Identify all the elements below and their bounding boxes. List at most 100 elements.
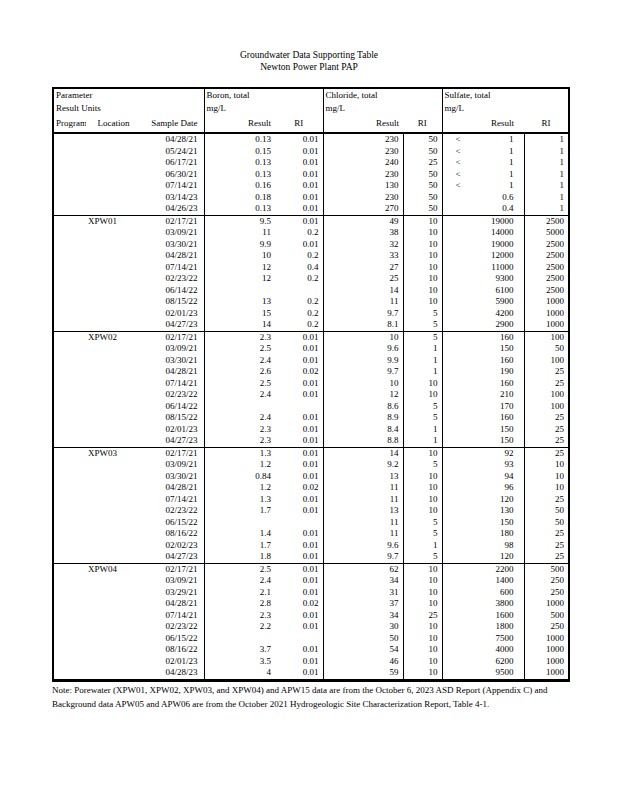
cell-boron-ri: 0.4	[275, 262, 323, 274]
table-row: 07/14/21120.42710110002500	[53, 262, 569, 274]
cell-location	[86, 262, 141, 274]
cell-sample-date: 02/23/22	[141, 621, 204, 633]
cell-chloride-ri: 10	[403, 215, 442, 227]
cell-boron-result: 0.16	[204, 180, 275, 192]
cell-program-id	[53, 401, 86, 413]
cell-boron-result: 0.15	[204, 146, 275, 158]
cell-program-id	[53, 157, 86, 169]
cell-boron-ri: 0.01	[275, 551, 323, 563]
cell-sulfate-result: 11000	[442, 262, 524, 274]
cell-sulfate-result: <1	[442, 169, 524, 181]
cell-location	[86, 366, 141, 378]
cell-sulfate-ri: 100	[524, 331, 569, 343]
cell-chloride-ri: 5	[403, 401, 442, 413]
cell-chloride-result: 27	[323, 262, 403, 274]
cell-program-id	[53, 389, 86, 401]
cell-sulfate-result: 0.6	[442, 192, 524, 204]
cell-chloride-ri: 10	[403, 389, 442, 401]
cell-location	[86, 621, 141, 633]
cell-boron-result: 14	[204, 319, 275, 331]
cell-sulfate-value: 150	[500, 424, 524, 436]
cell-sulfate-result: 160	[442, 412, 524, 424]
cell-sulfate-result: 9500	[442, 667, 524, 680]
cell-location	[86, 319, 141, 331]
header-chloride-units: mg/L	[323, 102, 442, 114]
cell-sulfate-value: 19000	[491, 239, 524, 251]
cell-boron-ri: 0.01	[275, 180, 323, 192]
cell-sulfate-ri: 1	[524, 203, 569, 215]
cell-boron-result: 12	[204, 262, 275, 274]
cell-chloride-ri: 10	[403, 285, 442, 297]
cell-location	[86, 482, 141, 494]
cell-boron-ri: 0.01	[275, 203, 323, 215]
cell-sulfate-result: 120	[442, 551, 524, 563]
cell-sulfate-result: 9300	[442, 273, 524, 285]
cell-sulfate-result: <1	[442, 180, 524, 192]
cell-program-id	[53, 667, 86, 680]
cell-boron-result	[204, 633, 275, 645]
cell-chloride-result: 37	[323, 598, 403, 610]
cell-boron-result: 3.7	[204, 644, 275, 656]
cell-program-id	[53, 540, 86, 552]
cell-boron-result: 1.7	[204, 505, 275, 517]
cell-sulfate-value: 150	[500, 435, 524, 447]
cell-boron-result: 2.5	[204, 378, 275, 390]
cell-sulfate-result: 5900	[442, 296, 524, 308]
cell-boron-result: 2.3	[204, 424, 275, 436]
cell-boron-ri: 0.01	[275, 424, 323, 436]
cell-sample-date: 08/15/22	[141, 296, 204, 308]
cell-boron-ri: 0.01	[275, 610, 323, 622]
cell-chloride-result: 130	[323, 180, 403, 192]
cell-sulfate-ri: 1000	[524, 598, 569, 610]
cell-program-id	[53, 227, 86, 239]
table-row: 04/28/212.60.029.7119025	[53, 366, 569, 378]
table-row: 07/14/211.30.01111012025	[53, 494, 569, 506]
table-row: 04/28/210.130.0123050<11	[53, 133, 569, 146]
table-row: 06/30/210.130.0123050<11	[53, 169, 569, 181]
cell-sample-date: 02/23/22	[141, 273, 204, 285]
cell-sample-date: 06/30/21	[141, 169, 204, 181]
cell-sulfate-result: 160	[442, 331, 524, 343]
cell-chloride-result: 11	[323, 494, 403, 506]
cell-boron-result: 2.8	[204, 598, 275, 610]
cell-sulfate-result: 1800	[442, 621, 524, 633]
cell-sulfate-ri: 25	[524, 447, 569, 459]
cell-sulfate-result: 160	[442, 378, 524, 390]
cell-boron-ri: 0.01	[275, 656, 323, 668]
cell-sulfate-value: 2900	[496, 319, 524, 331]
cell-sample-date: 07/14/21	[141, 262, 204, 274]
cell-chloride-ri: 10	[403, 667, 442, 680]
cell-chloride-ri: 10	[403, 575, 442, 587]
cell-location	[86, 587, 141, 599]
cell-sulfate-value: 0.4	[502, 203, 523, 215]
cell-boron-ri	[275, 401, 323, 413]
cell-sulfate-value: 94	[505, 471, 524, 483]
cell-chloride-result: 9.6	[323, 343, 403, 355]
cell-boron-ri: 0.01	[275, 459, 323, 471]
cell-boron-result: 15	[204, 308, 275, 320]
cell-boron-ri: 0.2	[275, 308, 323, 320]
cell-boron-result: 2.3	[204, 435, 275, 447]
cell-location	[86, 540, 141, 552]
cell-program-id	[53, 447, 86, 459]
cell-boron-ri: 0.01	[275, 494, 323, 506]
table-row: 03/09/21110.23810140005000	[53, 227, 569, 239]
cell-location	[86, 355, 141, 367]
cell-sulfate-result: 2900	[442, 319, 524, 331]
cell-sulfate-value: 170	[500, 401, 524, 413]
cell-sulfate-result: 4200	[442, 308, 524, 320]
cell-location	[86, 133, 141, 146]
cell-chloride-ri: 10	[403, 262, 442, 274]
cell-program-id	[53, 215, 86, 227]
cell-program-id	[53, 192, 86, 204]
cell-chloride-result: 31	[323, 587, 403, 599]
cell-location	[86, 505, 141, 517]
cell-chloride-ri: 10	[403, 621, 442, 633]
cell-program-id	[53, 319, 86, 331]
cell-chloride-result: 54	[323, 644, 403, 656]
cell-program-id	[53, 308, 86, 320]
cell-boron-ri: 0.01	[275, 133, 323, 146]
cell-program-id	[53, 378, 86, 390]
cell-sulfate-result: 1400	[442, 575, 524, 587]
cell-sulfate-value: 1	[509, 180, 524, 192]
